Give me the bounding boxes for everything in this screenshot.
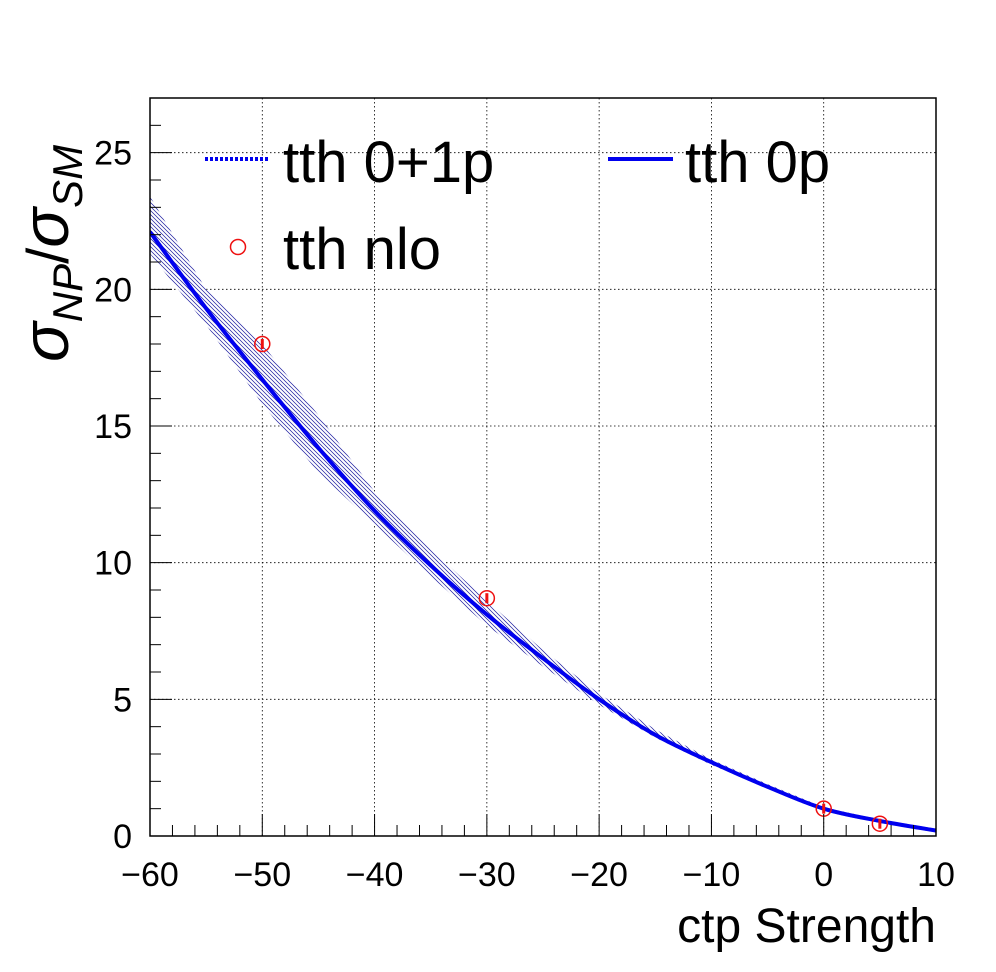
band-tth-0-1p: [150, 196, 936, 832]
x-tick-label: −60: [121, 856, 179, 894]
y-label-sigma-sm: σ: [8, 206, 82, 248]
point-tth-nlo: [871, 815, 889, 832]
point-marker: [254, 335, 271, 353]
y-label-sub-np: NP: [44, 264, 91, 322]
y-label-slash: /: [16, 247, 81, 264]
uncertainty-band: [150, 196, 936, 832]
point-tth-nlo: [478, 589, 496, 607]
legend-swatch-tth-nlo: [229, 238, 247, 256]
y-tick-label: 10: [94, 545, 132, 583]
x-tick-label: 10: [917, 856, 955, 894]
y-tick-label: 20: [94, 271, 132, 309]
y-axis-label: σNP/σSM: [8, 145, 91, 362]
legend-label-tth-0p: tth 0p: [685, 130, 830, 195]
legend: tth 0+1p tth 0p tth nlo: [205, 130, 830, 282]
y-label-sub-sm: SM: [44, 145, 91, 208]
grid: [150, 98, 936, 836]
x-tick-label: −50: [233, 856, 291, 894]
y-tick-label: 25: [94, 135, 132, 173]
series-lines: [150, 230, 936, 833]
series-markers: [254, 335, 889, 832]
x-axis-label: ctp Strength: [677, 900, 936, 953]
plot-frame: [149, 97, 937, 837]
legend-label-tth-0-1p: tth 0+1p: [283, 130, 494, 195]
y-tick-labels: 0 5 10 15 20 25: [94, 135, 132, 856]
svg-text:σNP/σSM: σNP/σSM: [8, 145, 91, 362]
y-tick-label: 15: [94, 408, 132, 446]
x-tick-label: −10: [683, 856, 741, 894]
point-marker: [871, 815, 889, 832]
line-tth-0-1p: [150, 230, 936, 833]
legend-label-tth-nlo: tth nlo: [283, 217, 441, 282]
point-tth-nlo: [254, 335, 271, 353]
x-tick-labels: −60 −50 −40 −30 −20 −10 0 10: [121, 856, 955, 894]
y-tick-label: 0: [113, 818, 132, 856]
x-tick-label: 0: [814, 856, 833, 894]
y-tick-label: 5: [113, 681, 132, 719]
axis-ticks: [149, 97, 937, 837]
y-label-sigma-np: σ: [8, 320, 82, 362]
point-marker: [478, 589, 496, 607]
x-tick-label: −40: [346, 856, 404, 894]
x-tick-label: −20: [570, 856, 628, 894]
line-tth-0p: [150, 230, 936, 833]
x-tick-label: −30: [458, 856, 516, 894]
